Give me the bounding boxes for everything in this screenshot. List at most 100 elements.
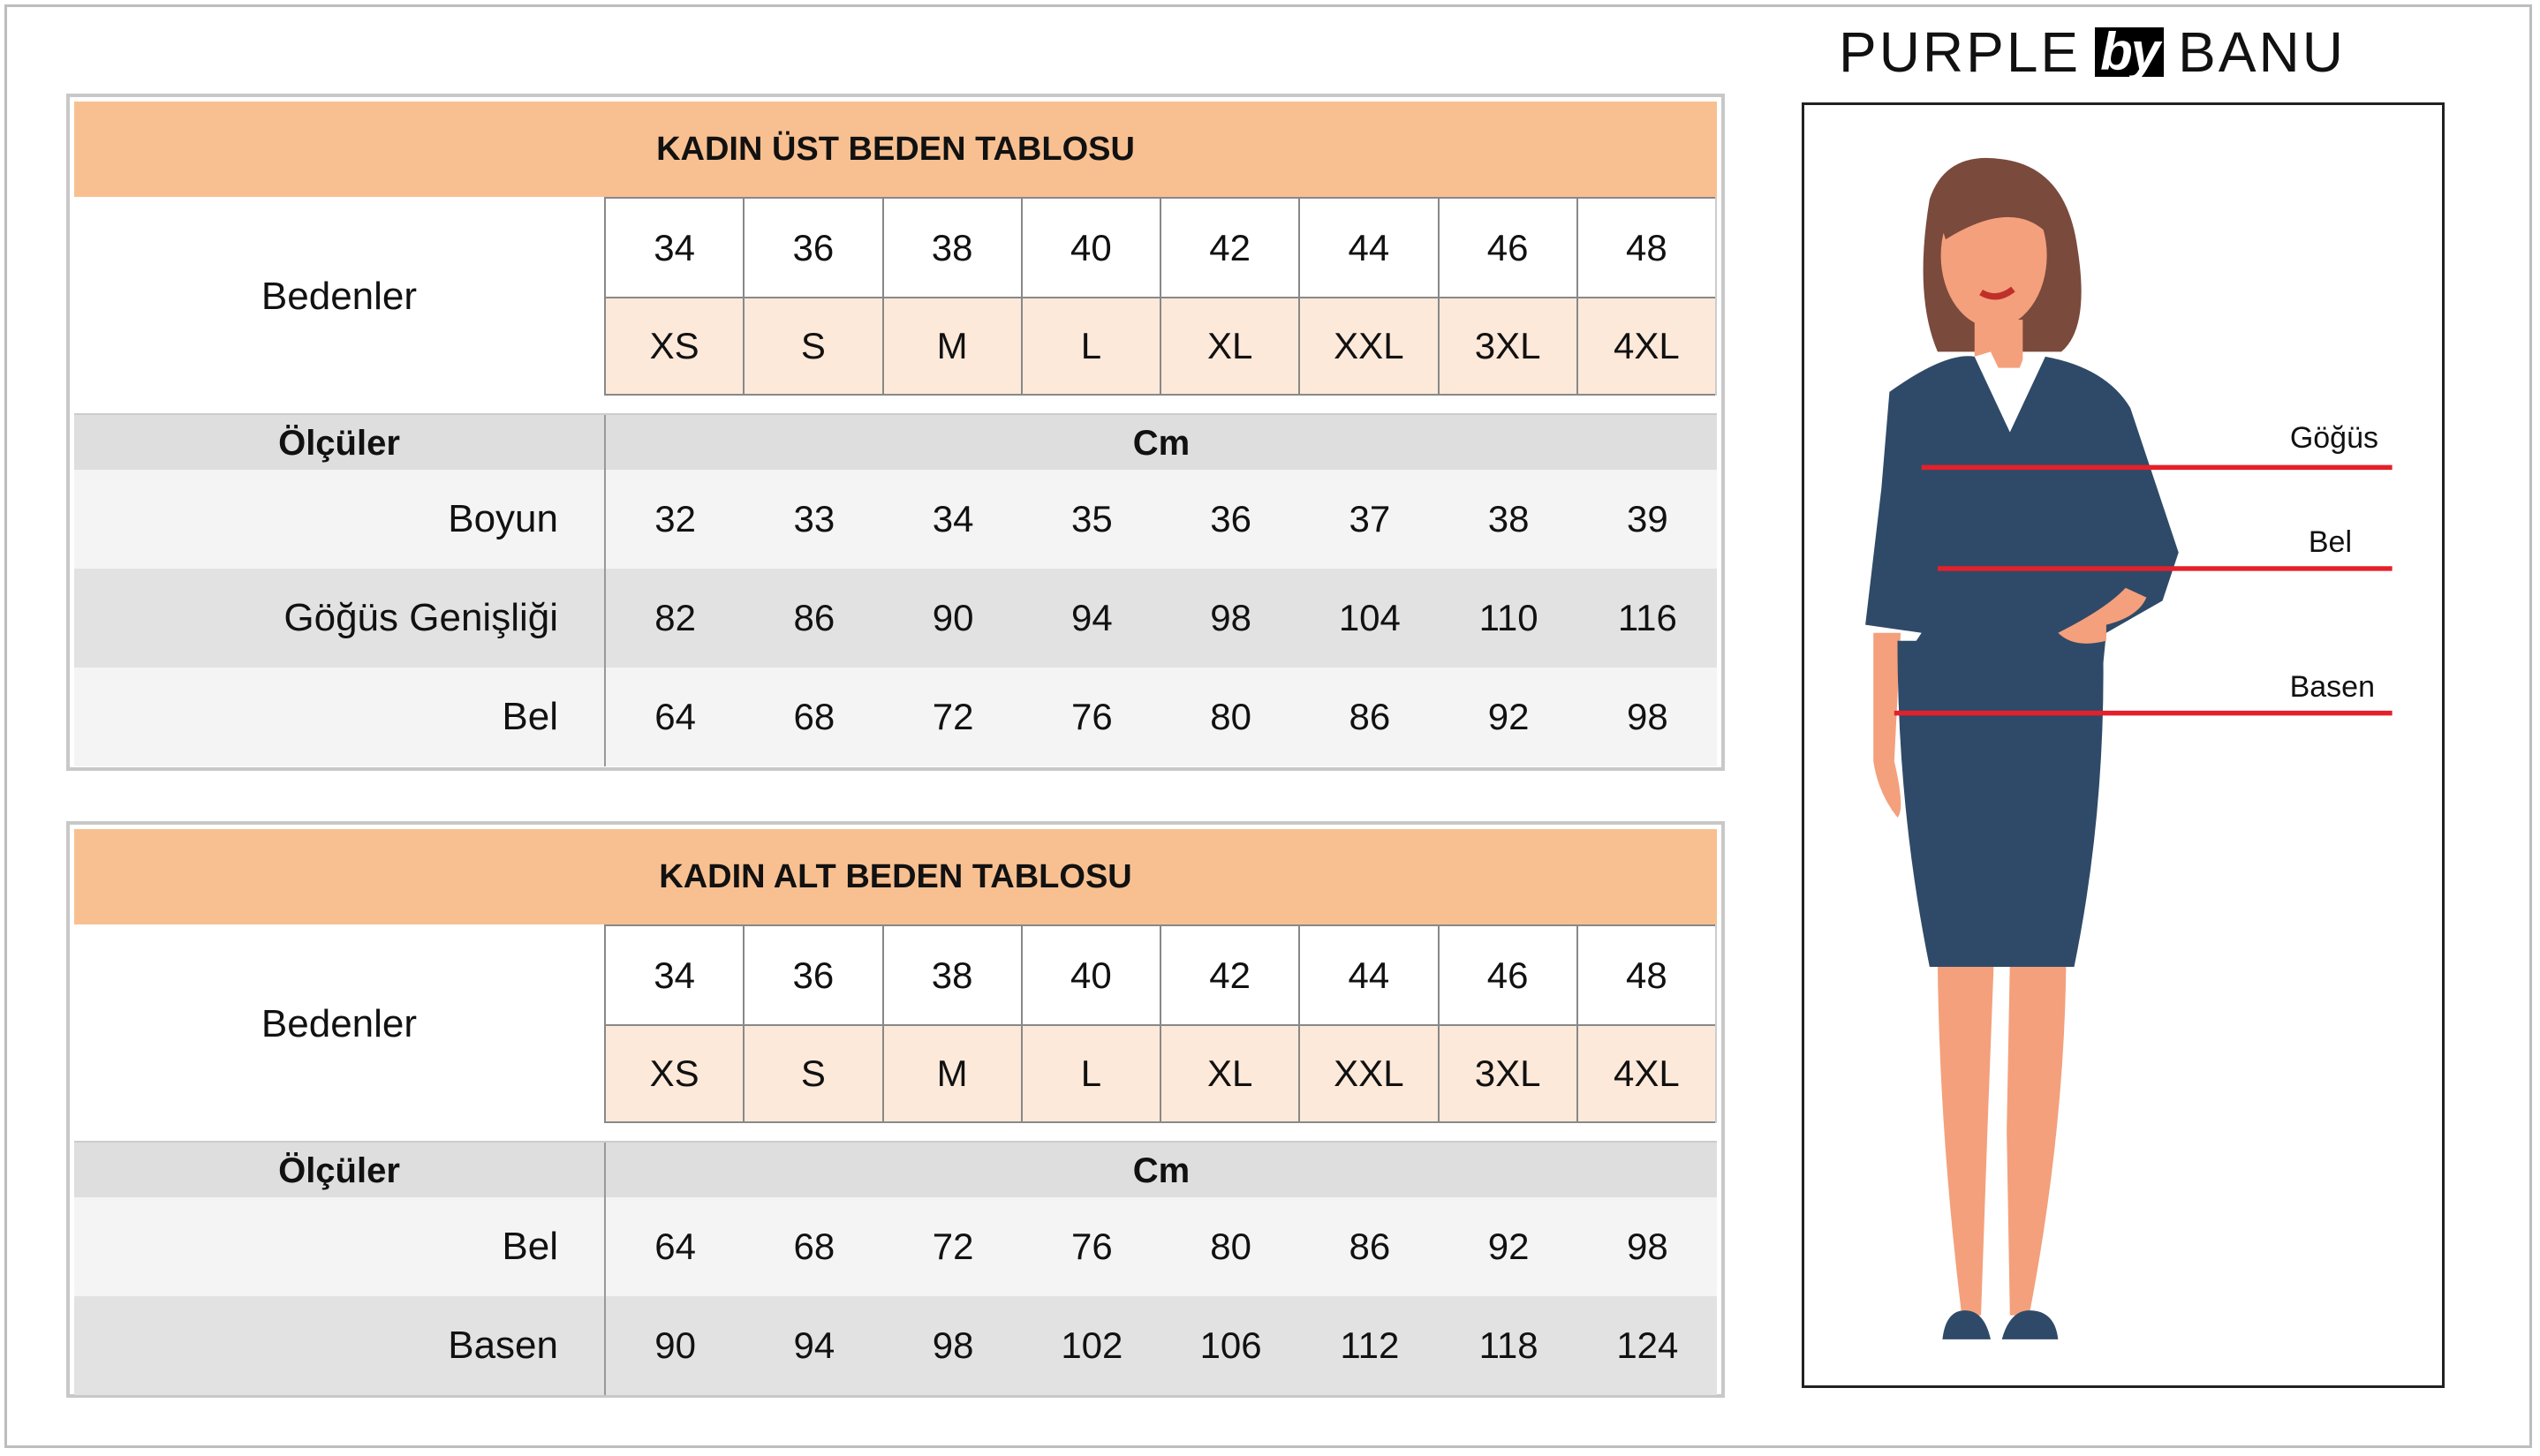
page-border — [4, 4, 2532, 1448]
numeric-size-row: Bedenler 34 36 38 40 42 44 46 48 — [74, 197, 1717, 318]
size-number: 48 — [1576, 197, 1715, 297]
letter-size-row: XS S M L XL XXL 3XL 4XL — [74, 1024, 1717, 1123]
measure-value: 86 — [1349, 696, 1391, 737]
brand-left: PURPLE — [1839, 20, 2082, 84]
numeric-size-row: Bedenler 34 36 38 40 42 44 46 48 — [74, 924, 1717, 1045]
size-letter: 4XL — [1576, 1024, 1715, 1123]
size-number: 40 — [1020, 924, 1160, 1024]
measure-value: 37 — [1349, 498, 1391, 539]
measures-label: Ölçüler — [278, 1150, 400, 1190]
measure-value: 39 — [1627, 498, 1668, 539]
measure-value: 98 — [1210, 597, 1251, 638]
measure-value: 92 — [1487, 1226, 1530, 1267]
size-letter: 4XL — [1576, 297, 1715, 396]
size-number: 42 — [1160, 197, 1299, 297]
measure-label: Bel — [502, 1225, 558, 1268]
measure-value: 33 — [793, 498, 835, 539]
size-letter: XL — [1160, 1024, 1299, 1123]
chest-label: Göğüs — [2289, 421, 2378, 455]
measure-values: 32 33 34 35 36 37 38 39 — [604, 470, 1717, 569]
size-letter: S — [743, 297, 882, 396]
measure-label: Basen — [448, 1324, 558, 1367]
size-number: 48 — [1576, 924, 1715, 1024]
measure-value: 106 — [1199, 1324, 1262, 1366]
measure-value: 86 — [793, 597, 835, 638]
letter-size-row: XS S M L XL XXL 3XL 4XL — [74, 297, 1717, 396]
size-number: 40 — [1020, 197, 1160, 297]
measure-row: Boyun 32 33 34 35 36 37 38 39 — [74, 470, 1717, 569]
size-number: 44 — [1298, 197, 1438, 297]
measure-value: 32 — [654, 498, 696, 539]
size-letter: XXL — [1298, 297, 1438, 396]
measure-values: 64 68 72 76 80 86 92 98 — [604, 1197, 1717, 1296]
measure-value: 34 — [932, 498, 974, 539]
spacer — [74, 1024, 604, 1123]
measure-label: Bel — [502, 695, 558, 738]
measures-header-row: Ölçüler Cm — [74, 1141, 1717, 1201]
measure-value: 98 — [932, 1324, 974, 1366]
measure-value: 80 — [1210, 1226, 1251, 1267]
numeric-size-cells: 34 36 38 40 42 44 46 48 — [604, 924, 1717, 1024]
letter-size-cells: XS S M L XL XXL 3XL 4XL — [604, 1024, 1717, 1123]
size-letter: S — [743, 1024, 882, 1123]
size-letter: XS — [604, 1024, 744, 1123]
size-letter: M — [881, 1024, 1021, 1123]
brand-by: by — [2095, 26, 2165, 79]
measure-value: 35 — [1071, 498, 1113, 539]
size-letter: XXL — [1298, 1024, 1438, 1123]
measure-value: 102 — [1061, 1324, 1123, 1366]
size-number: 44 — [1298, 924, 1438, 1024]
sizes-label: Bedenler — [261, 274, 418, 318]
spacer — [74, 297, 604, 396]
measure-value: 76 — [1071, 696, 1113, 737]
measure-value: 118 — [1478, 1324, 1538, 1366]
measures-header-row: Ölçüler Cm — [74, 413, 1717, 473]
measure-value: 110 — [1478, 597, 1538, 638]
brand-logo: PURPLE by BANU — [1839, 20, 2346, 84]
measure-label: Göğüs Genişliği — [283, 596, 558, 639]
measure-value: 104 — [1338, 597, 1401, 638]
sizes-label: Bedenler — [261, 1001, 418, 1045]
measure-row: Bel 64 68 72 76 80 86 92 98 — [74, 1197, 1717, 1296]
measure-value: 68 — [793, 1226, 835, 1267]
measure-value: 72 — [932, 696, 974, 737]
size-letter: 3XL — [1437, 297, 1576, 396]
measure-row: Bel 64 68 72 76 80 86 92 98 — [74, 668, 1717, 766]
unit-label: Cm — [604, 415, 1717, 472]
measure-row: Basen 90 94 98 102 106 112 118 124 — [74, 1296, 1717, 1395]
measure-value: 82 — [654, 597, 696, 638]
hip-label: Basen — [2289, 670, 2375, 704]
measure-row: Göğüs Genişliği 82 86 90 94 98 104 110 116 — [74, 569, 1717, 668]
measure-value: 76 — [1071, 1226, 1113, 1267]
table-body: KADIN ÜST BEDEN TABLOSU Bedenler 34 36 38 40 4… — [74, 102, 1717, 766]
size-number: 46 — [1437, 924, 1576, 1024]
size-letter: XL — [1160, 297, 1299, 396]
brand-right: BANU — [2178, 20, 2346, 84]
waist-label: Bel — [2308, 525, 2352, 559]
measure-value: 116 — [1617, 597, 1677, 638]
size-number: 34 — [604, 924, 744, 1024]
unit-label: Cm — [604, 1143, 1717, 1199]
measure-value: 64 — [654, 696, 696, 737]
measure-values: 82 86 90 94 98 104 110 116 — [604, 569, 1717, 668]
numeric-size-cells: 34 36 38 40 42 44 46 48 — [604, 197, 1717, 297]
letter-size-cells: XS S M L XL XXL 3XL 4XL — [604, 297, 1717, 396]
size-number: 46 — [1437, 197, 1576, 297]
size-letter: M — [881, 297, 1021, 396]
measure-value: 90 — [932, 597, 974, 638]
measure-value: 112 — [1340, 1324, 1400, 1366]
measure-value: 124 — [1616, 1324, 1679, 1366]
measure-values: 64 68 72 76 80 86 92 98 — [604, 668, 1717, 766]
table-title: KADIN ÜST BEDEN TABLOSU — [74, 102, 1717, 197]
table-title: KADIN ALT BEDEN TABLOSU — [74, 829, 1717, 924]
size-letter: L — [1020, 1024, 1160, 1123]
measure-value: 98 — [1627, 1226, 1668, 1267]
lower-size-table: KADIN ALT BEDEN TABLOSU Bedenler 34 36 38 40 4… — [66, 821, 1725, 1398]
size-number: 38 — [881, 197, 1021, 297]
measurement-figure: Göğüs Bel Basen — [1802, 102, 2445, 1388]
measure-value: 98 — [1627, 696, 1668, 737]
measure-value: 36 — [1210, 498, 1251, 539]
table-body: KADIN ALT BEDEN TABLOSU Bedenler 34 36 38 40 4… — [74, 829, 1717, 1395]
measure-value: 86 — [1349, 1226, 1391, 1267]
upper-size-table: KADIN ÜST BEDEN TABLOSU Bedenler 34 36 38 40 4… — [66, 94, 1725, 771]
